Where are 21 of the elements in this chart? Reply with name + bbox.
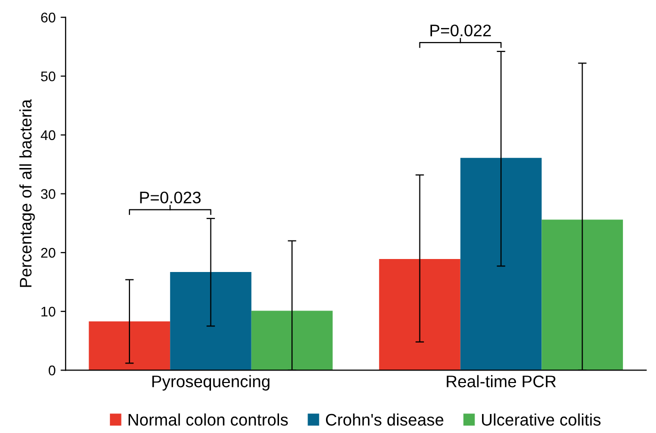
x-tick-label: Pyrosequencing [152, 375, 270, 391]
bar [460, 158, 542, 370]
y-tick-label: 10 [41, 306, 56, 317]
legend-label: Normal colon controls [128, 413, 288, 426]
bar [251, 310, 333, 370]
y-tick-label: 60 [41, 12, 56, 22]
legend-label: Ulcerative colitis [482, 413, 601, 426]
y-tick-label: 20 [41, 248, 56, 258]
bar [542, 220, 623, 370]
x-tick-label: Real-time PCR [446, 375, 556, 388]
y-tick-label: 30 [40, 189, 56, 199]
bar [379, 259, 460, 370]
legend-label: Crohn's disease [326, 413, 444, 426]
y-tick-label: 40 [40, 130, 56, 140]
bar [170, 272, 252, 370]
y-tick-label: 50 [40, 71, 56, 82]
bar [88, 321, 170, 370]
y-axis-title: Percentage of all bacteria [19, 99, 35, 287]
y-tick-label: 0 [48, 366, 56, 376]
annotation: P=0.023 [140, 192, 201, 204]
annotation: P=0.022 [430, 24, 491, 36]
